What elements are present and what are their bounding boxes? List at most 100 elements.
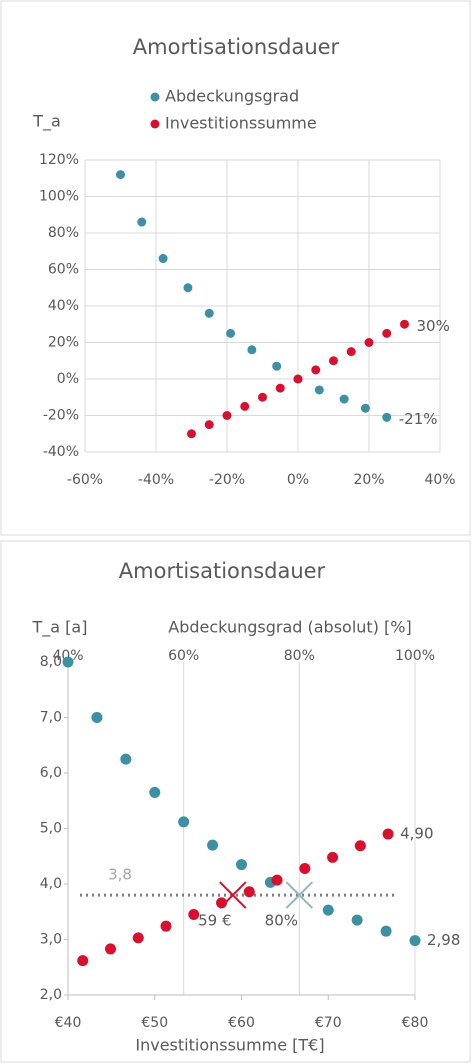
panel-frame xyxy=(0,0,471,536)
data-point xyxy=(272,361,282,371)
y-tick-label: -40% xyxy=(43,444,79,460)
x2-tick-label: 100% xyxy=(395,648,435,664)
y-tick-label: 3,0 xyxy=(40,932,62,948)
data-point xyxy=(360,403,370,413)
x-tick-label: €60 xyxy=(228,1015,255,1031)
data-point xyxy=(226,328,236,338)
data-point xyxy=(116,170,125,180)
y-tick-label: 120% xyxy=(39,152,79,168)
legend-label: Investitionssumme xyxy=(165,114,317,133)
cross-marker xyxy=(219,881,247,909)
data-point xyxy=(380,925,392,937)
marker-label: 59 € xyxy=(198,912,231,930)
data-point xyxy=(382,412,392,422)
data-point xyxy=(91,712,103,723)
x2-tick-label: 40% xyxy=(52,648,83,664)
data-point xyxy=(271,874,283,886)
data-point xyxy=(346,347,356,357)
x-tick-label: €40 xyxy=(55,1015,82,1031)
legend-label: Abdeckungsgrad xyxy=(165,87,299,106)
data-point xyxy=(187,429,196,439)
chart-title: Amortisationsdauer xyxy=(133,35,340,59)
panel-frame xyxy=(0,540,471,1063)
chart-title: Amortisationsdauer xyxy=(119,559,326,583)
y-tick-label: 4,0 xyxy=(40,876,62,892)
data-point xyxy=(183,283,193,293)
data-point xyxy=(178,816,190,828)
data-point xyxy=(207,839,219,851)
y-tick-label: 20% xyxy=(48,335,79,351)
data-point xyxy=(132,932,144,944)
legend-swatch xyxy=(150,119,160,129)
data-point xyxy=(314,385,324,395)
data-point xyxy=(158,254,168,264)
y-tick-label: 40% xyxy=(48,298,79,314)
data-point xyxy=(204,308,214,318)
y-tick-label: 7,0 xyxy=(40,710,62,726)
data-point xyxy=(339,394,349,404)
data-point xyxy=(293,374,303,384)
marker-label: 80% xyxy=(265,912,298,930)
data-point xyxy=(364,338,374,347)
y-axis-title: T_a xyxy=(32,112,61,132)
data-point xyxy=(149,786,161,798)
x2-axis-title: Abdeckungsgrad (absolut) [%] xyxy=(168,618,411,637)
y-axis-title: T_a [a] xyxy=(32,618,88,638)
data-point xyxy=(258,392,267,402)
data-point xyxy=(275,383,285,393)
data-point xyxy=(382,828,394,840)
data-point xyxy=(240,401,250,411)
data-point xyxy=(236,859,247,871)
y-tick-label: 80% xyxy=(48,225,79,241)
x-tick-label: -60% xyxy=(67,472,103,488)
data-point xyxy=(299,862,311,874)
data-point xyxy=(329,356,338,366)
data-point xyxy=(120,753,132,765)
data-point xyxy=(409,935,421,947)
y-tick-label: 2,0 xyxy=(40,987,62,1003)
y-tick-label: 6,0 xyxy=(40,765,62,781)
x-tick-label: -20% xyxy=(209,472,245,488)
y-tick-label: 5,0 xyxy=(40,821,62,837)
data-point xyxy=(247,345,257,355)
x-tick-label: €80 xyxy=(402,1015,429,1031)
reference-label: 3,8 xyxy=(108,866,132,884)
data-label: 4,90 xyxy=(400,825,433,843)
data-label: -21% xyxy=(399,410,438,428)
data-point xyxy=(188,909,200,921)
data-label: 2,98 xyxy=(427,931,460,949)
y-tick-label: 100% xyxy=(39,189,79,205)
data-point xyxy=(327,851,339,863)
data-point xyxy=(105,943,117,955)
x2-tick-label: 60% xyxy=(168,648,199,664)
data-point xyxy=(204,420,214,430)
y-tick-label: 60% xyxy=(48,262,79,278)
y-tick-label: 8,0 xyxy=(40,654,62,670)
data-point xyxy=(160,920,172,932)
data-point xyxy=(354,840,366,852)
legend-swatch xyxy=(150,92,160,102)
data-point xyxy=(351,914,363,926)
data-point xyxy=(216,897,228,909)
x-tick-label: 20% xyxy=(353,472,384,488)
y-tick-label: -20% xyxy=(43,408,79,424)
data-point xyxy=(322,904,334,916)
x2-tick-label: 80% xyxy=(284,648,315,664)
data-point xyxy=(222,411,232,420)
x-tick-label: 40% xyxy=(424,472,455,488)
x-tick-label: €70 xyxy=(315,1015,342,1031)
data-point xyxy=(382,328,392,338)
cross-marker xyxy=(285,881,314,909)
x-tick-label: -40% xyxy=(138,472,174,488)
data-point xyxy=(62,656,74,668)
data-point xyxy=(243,886,255,898)
x-axis-title: Investitionssumme [T€] xyxy=(135,1036,324,1055)
y-tick-label: 0% xyxy=(57,371,79,387)
data-point xyxy=(311,365,321,375)
data-point xyxy=(137,217,147,227)
x-tick-label: €50 xyxy=(141,1015,168,1031)
data-point xyxy=(400,319,409,329)
data-point xyxy=(77,955,89,967)
x-tick-label: 0% xyxy=(287,472,309,488)
